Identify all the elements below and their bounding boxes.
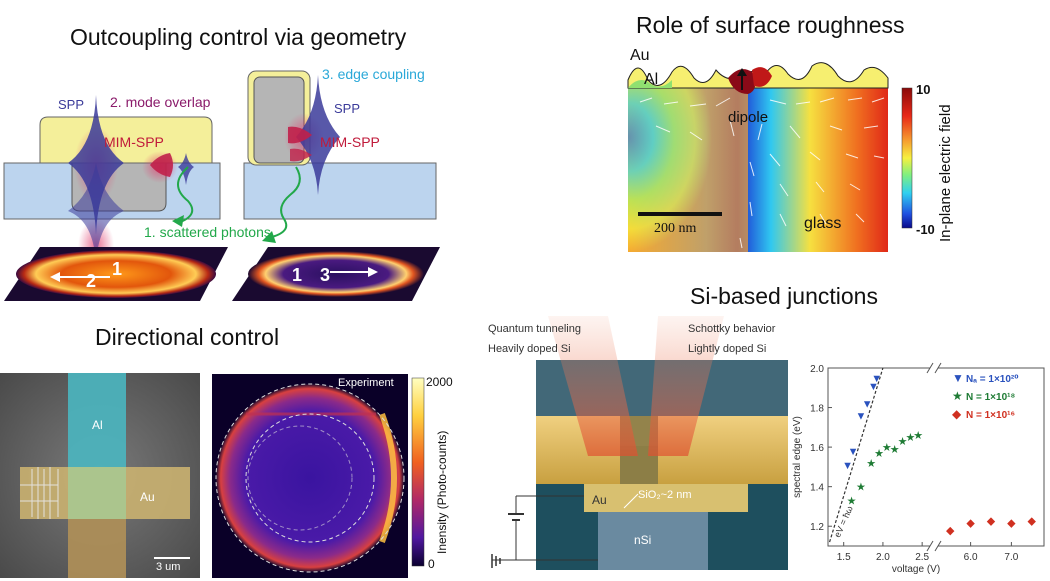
directional-sem-image: Al Au 3 um [0,373,200,578]
directional-title: Directional control [95,324,280,350]
axis-break-mark [926,540,934,552]
outcoupling-title: Outcoupling control via geometry [70,24,407,50]
data-point: ◆ [946,525,955,537]
lightly-label: Lightly doped Si [688,343,766,355]
axis-break-mark [934,540,942,552]
sem-au-label: Au [140,490,155,504]
data-point: ◆ [966,517,975,529]
legend-label: N = 1×10¹⁶ [966,410,1015,421]
data-point: ★ [882,442,892,454]
mim-spp-left-label: MIM-SPP [104,134,164,150]
data-point: ▼ [868,381,879,393]
junctions-title: Si-based junctions [690,283,878,309]
scattered-photons-label: 1. scattered photons [144,224,271,240]
glass-label: glass [804,215,841,232]
experiment-label: Experiment [338,377,394,389]
data-point: ◆ [1028,515,1037,527]
y-axis-label: spectral edge (eV) [792,416,803,498]
data-point: ◆ [987,515,996,527]
roughness-simulation: Au Al dipole 200 nm glass 10 -10 In-plan… [627,47,954,252]
data-point: ★ [856,482,866,494]
nsi-label: nSi [634,533,651,547]
x-tick-label: 7.0 [1004,552,1018,563]
img1-label-2: 2 [86,271,96,291]
junction-illustration: Quantum tunneling Heavily doped Si Schot… [488,316,788,570]
data-point: ★ [847,496,857,508]
legend-marker: ▼ [952,371,964,385]
data-point: ★ [874,448,884,460]
mode-overlap-label: 2. mode overlap [110,94,211,110]
legend-marker: ★ [952,389,963,403]
au-layer-label: Au [592,493,607,507]
data-point: ★ [866,458,876,470]
al-label: Al [644,71,658,88]
legend-marker: ◆ [952,407,962,421]
directional-experiment-image: Experiment 2000 0 Inensity (Photo-counts… [212,374,453,578]
spp-left-label: SPP [58,97,84,112]
axis-break-mark [926,362,934,374]
au-label: Au [630,47,650,64]
y-tick-label: 1.6 [810,443,824,454]
data-point: ▼ [871,373,882,385]
sem-scale-label: 3 um [156,561,180,573]
img2-label-3: 3 [320,265,330,285]
data-point: ▼ [848,446,859,458]
axis-break-gap [930,364,938,550]
spectral-edge-chart: 1.2 1.4 1.6 1.8 2.0 1.5 2.0 2.5 6.0 7.0 voltage (V… [792,362,1045,575]
schottky-label: Schottky behavior [688,323,776,335]
axis-break-mark [934,362,942,374]
x-tick-label: 6.0 [964,552,978,563]
data-point: ◆ [1007,517,1016,529]
intensity-min-label: 0 [428,557,435,571]
x-tick-label: 1.5 [837,552,851,563]
x-tick-label: 2.5 [915,552,929,563]
spp-right-label: SPP [334,101,360,116]
img2-label-1: 1 [292,265,302,285]
scale-bar [638,212,722,216]
dipole-label: dipole [728,109,768,126]
data-point: ★ [905,432,915,444]
intensity-colorbar [411,377,425,567]
quantum-label: Quantum tunneling [488,323,581,335]
intensity-max-label: 2000 [426,375,453,389]
cb-max-label: 10 [916,82,930,97]
legend-label: N = 1×10¹⁸ [966,392,1015,403]
data-point: ★ [890,444,900,456]
heavily-label: Heavily doped Si [488,343,571,355]
sem-al-label: Al [92,418,103,432]
data-point: ▼ [842,460,853,472]
data-point: ▼ [856,410,867,422]
legend-label: Nₐ = 1×10²⁰ [966,374,1019,385]
cb-title: In-plane electric field [937,104,954,242]
mim-spp-right-label: MIM-SPP [320,134,380,150]
roughness-colorbar [901,87,913,229]
roughness-title: Role of surface roughness [636,12,905,38]
y-tick-label: 1.8 [810,404,824,415]
x-tick-label: 2.0 [876,552,890,563]
y-tick-label: 1.4 [810,483,824,494]
img1-label-1: 1 [112,259,122,279]
outcoupling-diagram: SPP 2. mode overlap MIM-SPP 3. edge coup… [3,66,440,301]
sio2-label: SiO₂~2 nm [638,489,692,501]
data-point: ★ [913,430,923,442]
cb-min-label: -10 [916,222,935,237]
data-point: ▼ [862,399,873,411]
edge-coupling-label: 3. edge coupling [322,66,425,82]
x-axis-label: voltage (V) [892,564,940,575]
reference-line [828,367,884,543]
y-tick-label: 2.0 [810,364,824,375]
y-tick-label: 1.2 [810,522,824,533]
intensity-title: Inensity (Photo-counts) [435,431,449,554]
sem-scale-bar [154,557,190,559]
scale-label: 200 nm [654,221,697,236]
data-point: ★ [898,436,908,448]
